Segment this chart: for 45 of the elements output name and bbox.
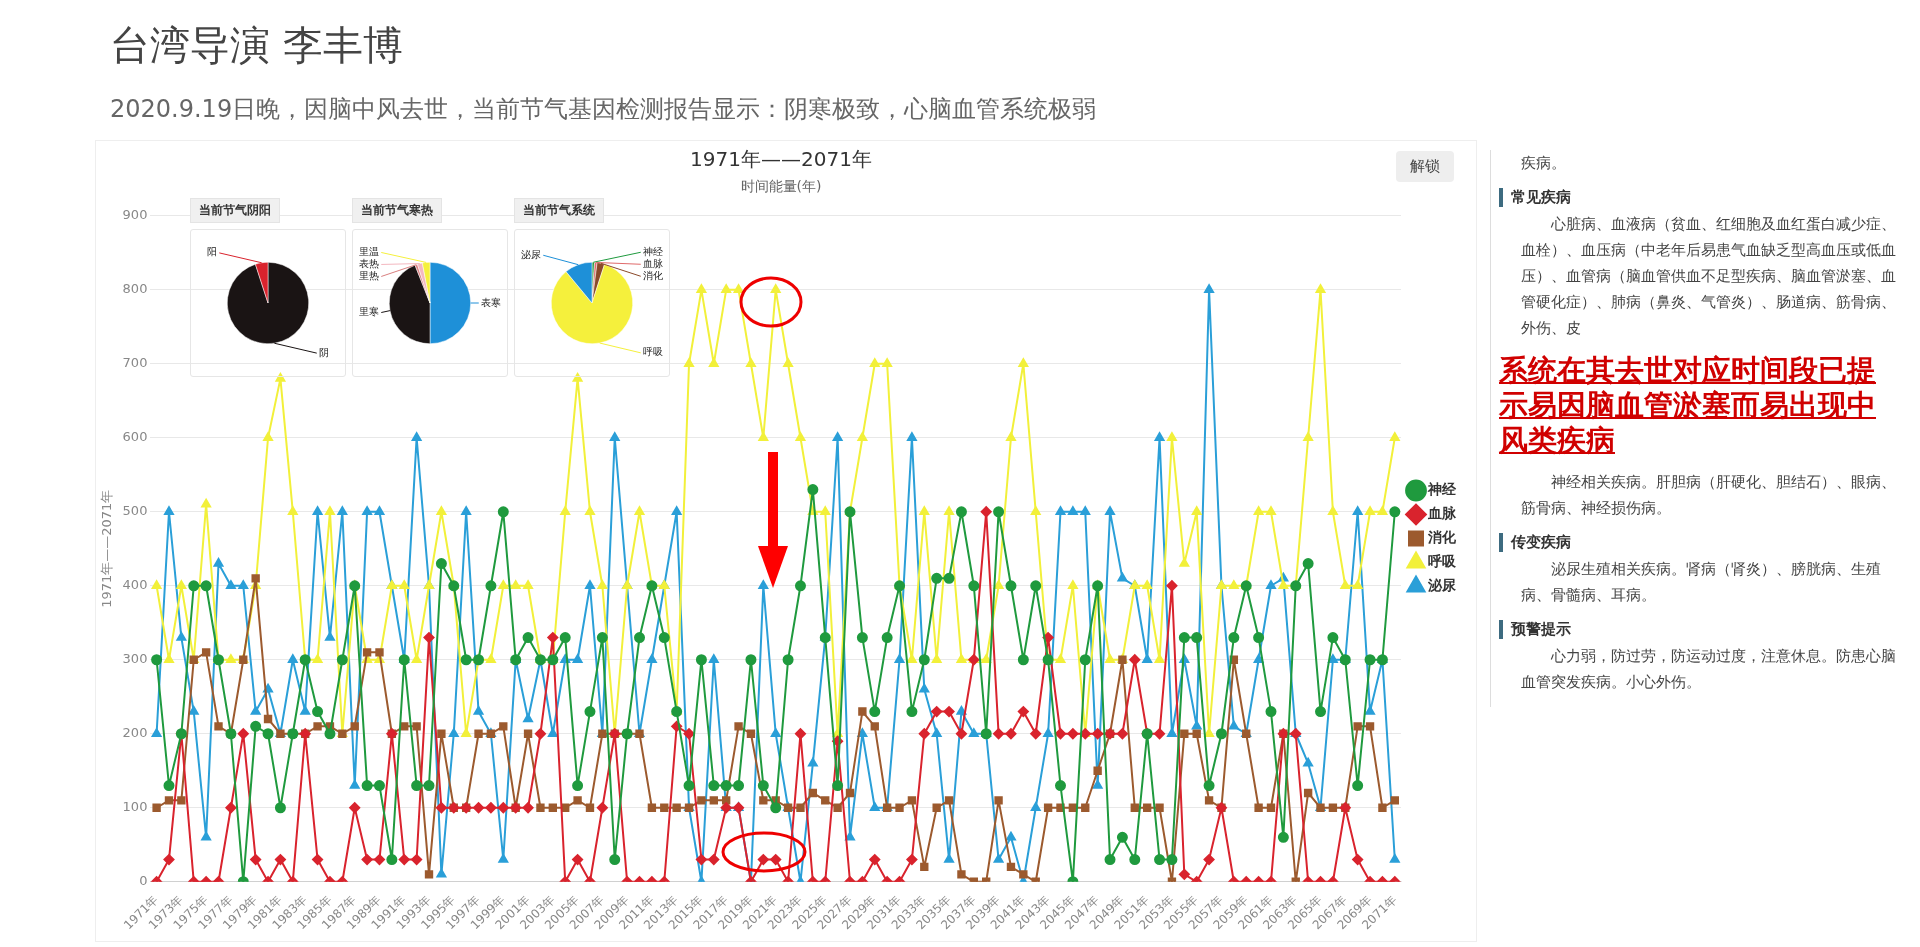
chart-title: 当前节气寒热	[352, 198, 442, 223]
text: 神经相关疾病。肝胆病（肝硬化、胆结石）、眼病、筋骨病、神经损伤病。	[1520, 472, 1897, 520]
slice-label: 阴	[318, 346, 329, 358]
y-tick-label: 400	[122, 577, 148, 593]
slice-label: 表寒	[480, 296, 501, 308]
legend-label: 神经	[1427, 481, 1457, 498]
slice-label: 神经	[642, 245, 663, 257]
y-tick-label: 0	[139, 873, 148, 889]
y-axis-title: 1971年——2071年	[99, 489, 115, 608]
slice-label: 里热	[359, 270, 380, 282]
text: 常见疾病	[1499, 188, 1899, 207]
legend-label: 血脉	[1427, 505, 1457, 522]
y-tick-label: 900	[122, 207, 148, 223]
slice-label: 泌尿	[521, 248, 542, 260]
chart-title: 1971年——2071年	[690, 147, 872, 172]
text: 2020.9.19日晚，因脑中风去世，当前节气基因检测报告显示：阴寒极致，心脑血管系统极弱	[110, 94, 1097, 125]
legend-label: 呼吸	[1428, 553, 1457, 570]
text: 预警提示	[1499, 620, 1899, 640]
text: 传变疾病	[1499, 533, 1899, 553]
slice-label: 阳	[207, 246, 218, 258]
chart-title: 当前节气阴阳	[190, 198, 280, 223]
slice-label: 里温	[359, 246, 380, 258]
slice-label: 血脉	[642, 257, 663, 269]
y-tick-label: 700	[122, 355, 148, 371]
chart-subtitle: 时间能量(年)	[740, 178, 822, 195]
text: 系统在其去世对应时间段已提示易因脑血管淤塞而易出现中风类疾病	[1499, 353, 1877, 458]
legend-label: 消化	[1427, 529, 1457, 546]
text: 泌尿生殖相关疾病。肾病（肾炎）、膀胱病、生殖病、骨髓病、耳病。	[1520, 559, 1882, 607]
text: 台湾导演 李丰博	[110, 21, 404, 70]
y-tick-label: 100	[122, 799, 148, 815]
chart-title: 当前节气系统	[514, 198, 604, 223]
y-tick-label: 500	[122, 503, 148, 519]
text: 解锁	[1396, 151, 1454, 182]
slice-label: 消化	[642, 269, 663, 281]
text: 疾病。	[1520, 153, 1567, 174]
y-tick-label: 200	[122, 725, 148, 741]
slice-label: 表热	[359, 258, 380, 270]
text: 心力弱，防过劳，防运动过度，注意休息。防患心脑血管突发疾病。小心外伤。	[1520, 646, 1897, 694]
y-tick-label: 800	[122, 281, 148, 297]
text: 心脏病、血液病（贫血、红细胞及血红蛋白减少症、血栓）、血压病（中老年后易患气血缺乏型高血压或低血压）、血管病（脑血管供血不足型疾病、脑血管淤塞、血管硬化症）、肺病（鼻炎、气管炎）、肠道病、筋骨病、外伤、皮	[1520, 214, 1897, 339]
slice-label: 呼吸	[642, 346, 663, 358]
slice-label: 里寒	[359, 306, 380, 318]
y-tick-label: 300	[122, 651, 148, 667]
legend-label: 泌尿	[1427, 577, 1457, 594]
y-tick-label: 600	[122, 429, 148, 445]
